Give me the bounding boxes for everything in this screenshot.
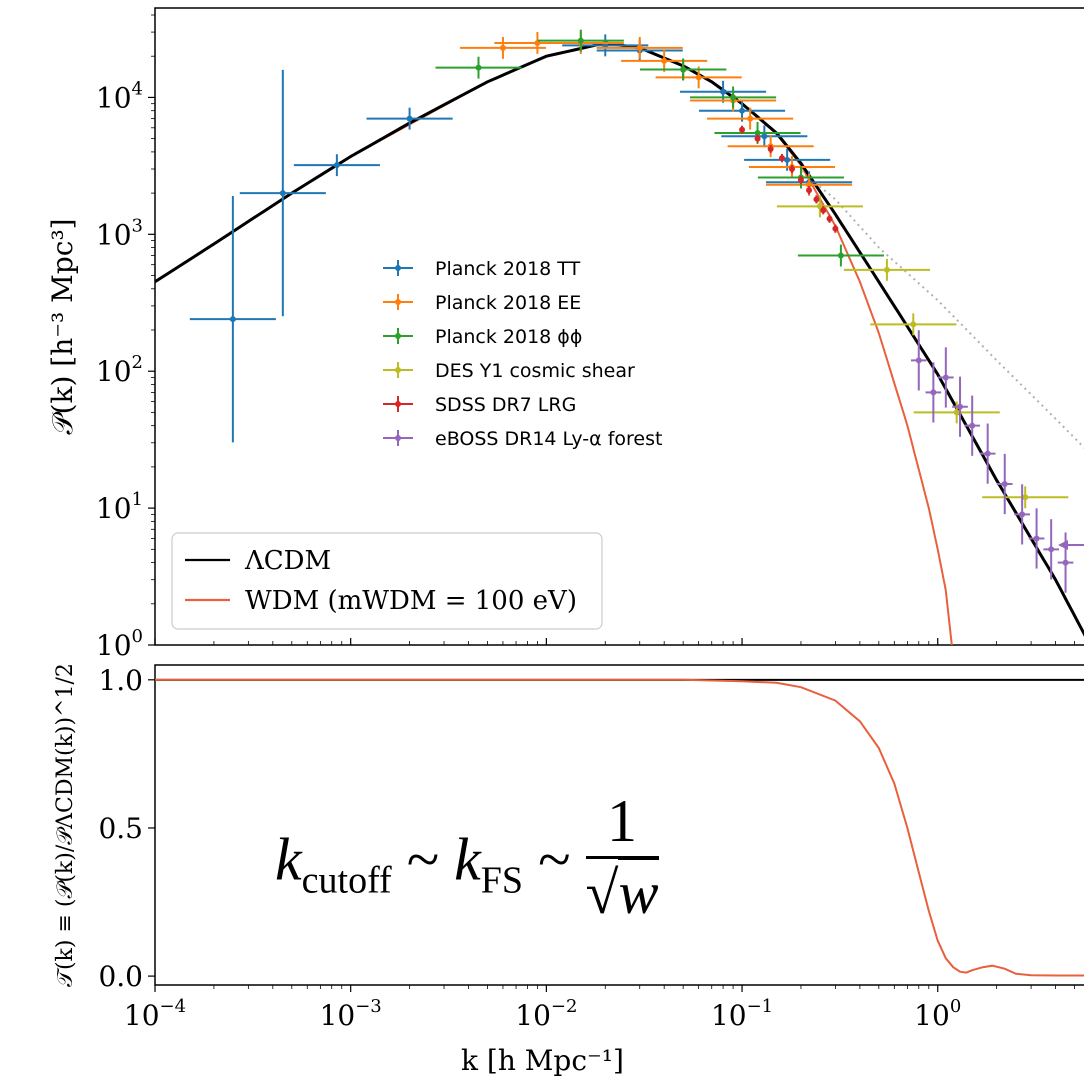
power-spectrum-panel [148, 7, 1084, 646]
data-point [1043, 519, 1060, 580]
data-point [1028, 508, 1045, 569]
lcdm-curve [155, 41, 1084, 637]
data-point [832, 224, 839, 233]
top-y-tick-label: 100 [96, 626, 143, 662]
top-y-tick-label: 101 [96, 489, 143, 525]
data-point [435, 56, 522, 79]
top-axes-frame [154, 7, 1084, 646]
data-point [870, 313, 957, 336]
data-point [797, 244, 884, 267]
data-point [707, 107, 794, 130]
legend-entry: eBOSS DR14 Ly-α forest [383, 428, 662, 450]
data-point [776, 195, 863, 218]
model-legend: ΛCDM WDM (mWDM = 100 eV) [171, 532, 603, 630]
svg-text:Planck 2018 ϕϕ: Planck 2018 ϕϕ [435, 326, 582, 348]
data-point [797, 175, 804, 184]
x-tick-label: 10−3 [320, 996, 382, 1032]
data-point [778, 154, 785, 163]
bottom-y-axis-label: 𝒯(k) ≡ (𝒫(k)/𝒫ΛCDM(k))^1/2 [53, 663, 78, 987]
data-point [621, 49, 708, 72]
data-point [843, 258, 930, 281]
data-point [366, 107, 453, 130]
data-point [293, 154, 380, 177]
data-point [910, 330, 927, 391]
data-point [721, 125, 808, 148]
data-point [925, 362, 942, 423]
model-legend-label: WDM (mWDM = 100 eV) [245, 586, 577, 616]
cutoff-formula: kcutoff ~ kFS ~ 1 √w [275, 788, 659, 926]
data-point [690, 86, 777, 109]
data-point [938, 347, 954, 408]
bottom-y-tick-label: 0.5 [98, 812, 143, 845]
data-point [189, 195, 276, 443]
svg-text:DES Y1 cosmic shear: DES Y1 cosmic shear [435, 360, 635, 382]
top-y-tick-label: 104 [96, 78, 143, 114]
data-point [562, 34, 649, 57]
data-point [979, 423, 996, 484]
top-y-tick-label: 103 [96, 215, 143, 251]
x-tick-label: 100 [914, 996, 961, 1032]
legend-entry: Planck 2018 TT [383, 258, 581, 280]
svg-text:Planck 2018 TT: Planck 2018 TT [435, 258, 581, 280]
data-point [459, 36, 547, 59]
bottom-y-tick-label: 0.0 [98, 960, 143, 993]
axis-labels: 10−4 10−3 10−2 10−1 100 100 101 102 103 104 0.0 0.5… [46, 78, 961, 1077]
svg-text:SDSS DR7 LRG: SDSS DR7 LRG [435, 394, 576, 416]
svg-text:Planck 2018 EE: Planck 2018 EE [435, 292, 581, 314]
svg-text:eBOSS DR14 Ly-α forest: eBOSS DR14 Ly-α forest [435, 428, 662, 450]
data-point [982, 486, 1069, 509]
model-legend-label: ΛCDM [244, 546, 331, 576]
bottom-y-tick-label: 1.0 [98, 664, 143, 697]
legend-entry: Planck 2018 ϕϕ [383, 326, 582, 348]
legend-entry: Planck 2018 EE [383, 292, 581, 314]
nonlinear-curve [800, 170, 1084, 449]
data-point [239, 69, 326, 317]
data-point [680, 80, 767, 103]
legend-entry: DES Y1 cosmic shear [383, 360, 635, 382]
data-point [537, 29, 624, 52]
data-point [806, 186, 813, 195]
data-point [640, 58, 727, 81]
data-point [714, 122, 801, 144]
legend-entry: SDSS DR7 LRG [383, 394, 576, 416]
x-tick-label: 10−1 [711, 996, 773, 1032]
data-point [1014, 484, 1030, 545]
top-y-axis-label: 𝒫(k) [h⁻³ Mpc³] [46, 218, 79, 434]
legends: Planck 2018 TT Planck 2018 EE Planck 2018 … [171, 258, 662, 630]
data-point [739, 125, 746, 134]
x-tick-label: 10−4 [124, 996, 186, 1032]
data-point [952, 376, 968, 437]
data-point [788, 164, 795, 174]
data-point [596, 36, 683, 59]
data-point [826, 214, 833, 223]
data-point [964, 395, 981, 456]
data-point [996, 453, 1013, 515]
top-y-tick-label: 102 [96, 352, 143, 388]
data-point [767, 144, 774, 154]
x-tick-label: 10−2 [515, 996, 577, 1032]
bottom-axes-frame [154, 664, 1084, 986]
arrow-head [1058, 540, 1068, 550]
wdm-transfer [155, 678, 1084, 977]
data-point [820, 206, 827, 215]
x-axis-label: k [h Mpc⁻¹] [461, 1044, 624, 1077]
data-point [754, 134, 761, 143]
transfer-function-panel [148, 664, 1084, 992]
data-point [913, 401, 1000, 424]
data-point [813, 195, 820, 204]
